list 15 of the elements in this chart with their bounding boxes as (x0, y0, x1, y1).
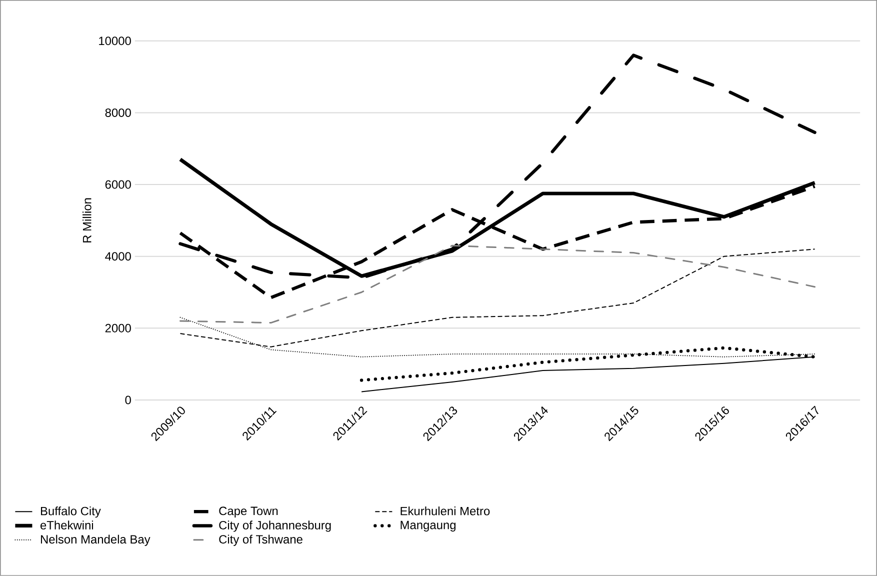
legend-label: Cape Town (219, 506, 278, 518)
y-tick-label: 0 (125, 396, 131, 404)
legend-label: City of Tshwane (219, 534, 302, 546)
y-tick-label: 10000 (99, 36, 131, 46)
legend-label: Buffalo City (40, 506, 101, 518)
legend-label: eThekwini (40, 520, 94, 530)
y-tick-label: 4000 (105, 252, 131, 261)
legend-label: Nelson Mandela Bay (40, 534, 150, 546)
y-tick-label: 6000 (105, 180, 131, 189)
legend-label: City of Johannesburg (219, 520, 331, 532)
legend-label: Mangaung (400, 520, 456, 532)
legend-label: Ekurhuleni Metro (400, 506, 490, 516)
y-tick-label: 8000 (105, 108, 131, 117)
y-axis-title: R Million (82, 198, 92, 242)
y-tick-label: 2000 (105, 324, 131, 332)
